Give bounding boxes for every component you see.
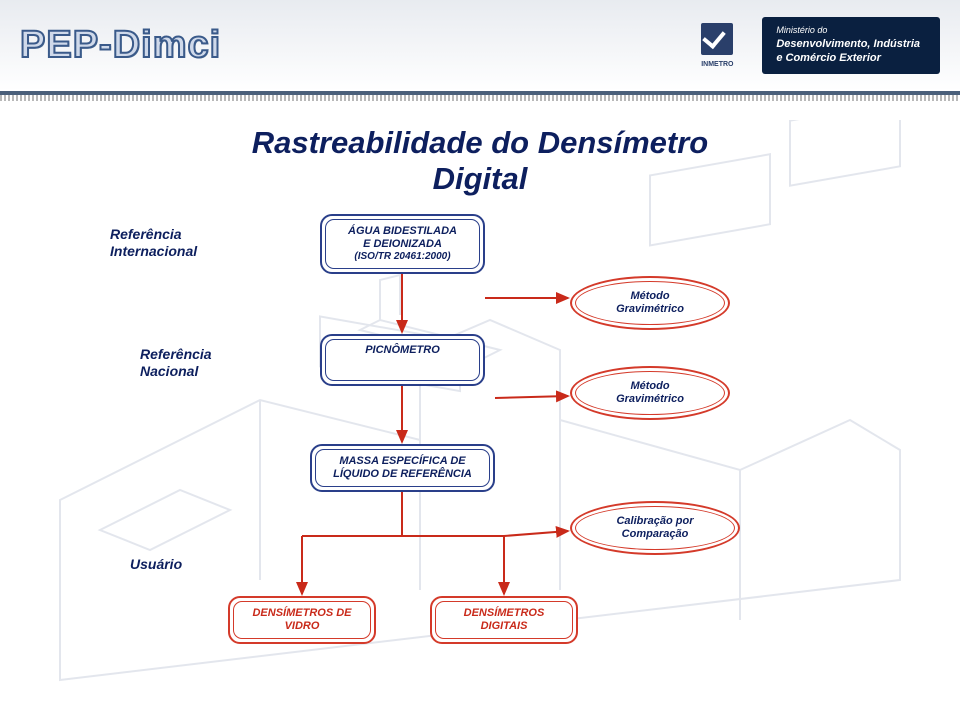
node-calibracao-l2: Comparação (616, 528, 693, 541)
node-dens-vidro-l1: DENSÍMETROS DE (252, 607, 351, 620)
node-metodo-gravimetrico-1: Método Gravimétrico (570, 276, 730, 330)
node-metodo2-l1: Método (616, 380, 684, 393)
inmetro-label: INMETRO (692, 61, 742, 68)
header: PEP-Dimci INMETRO Ministério do Desenvol… (0, 0, 960, 95)
node-agua-l2: E DEIONIZADA (348, 238, 457, 251)
node-massa-l2: LÍQUIDO DE REFERÊNCIA (333, 468, 472, 481)
logo-text: PEP-Dimci (20, 24, 221, 67)
node-massa: MASSA ESPECÍFICA DE LÍQUIDO DE REFERÊNCI… (310, 444, 495, 492)
node-metodo1-l1: Método (616, 290, 684, 303)
label-ref-internacional-l2: Internacional (110, 243, 197, 260)
label-ref-nacional-l1: Referência (140, 346, 212, 363)
node-calibracao-l1: Calibração por (616, 515, 693, 528)
ministerio-line1: Ministério do (776, 25, 920, 37)
ministerio-line3: e Comércio Exterior (776, 51, 920, 65)
pep-dimci-logo: PEP-Dimci (20, 18, 390, 73)
node-densimetros-vidro: DENSÍMETROS DE VIDRO (228, 596, 376, 644)
content-area: Rastreabilidade do Densímetro Digital (0, 95, 960, 686)
ministerio-badge: Ministério do Desenvolvimento, Indústria… (762, 17, 940, 73)
page-title: Rastreabilidade do Densímetro Digital (0, 125, 960, 196)
flowchart: Referência Internacional Referência Naci… (0, 206, 960, 686)
title-line1: Rastreabilidade do Densímetro (0, 125, 960, 161)
node-metodo1-l2: Gravimétrico (616, 303, 684, 316)
node-picnometro: PICNÔMETRO (320, 334, 485, 386)
label-ref-internacional: Referência Internacional (110, 226, 197, 260)
label-usuario-text: Usuário (130, 556, 182, 572)
node-metodo2-l2: Gravimétrico (616, 393, 684, 406)
node-dens-digitais-l2: DIGITAIS (464, 620, 545, 633)
ministerio-line2: Desenvolvimento, Indústria (776, 37, 920, 51)
node-dens-vidro-l2: VIDRO (252, 620, 351, 633)
node-picnometro-text: PICNÔMETRO (365, 344, 440, 357)
node-densimetros-digitais: DENSÍMETROS DIGITAIS (430, 596, 578, 644)
label-usuario: Usuário (130, 556, 182, 573)
header-right: INMETRO Ministério do Desenvolvimento, I… (692, 17, 940, 73)
node-agua: ÁGUA BIDESTILADA E DEIONIZADA (ISO/TR 20… (320, 214, 485, 274)
title-line2: Digital (0, 161, 960, 197)
node-agua-l3: (ISO/TR 20461:2000) (348, 251, 457, 263)
node-dens-digitais-l1: DENSÍMETROS (464, 607, 545, 620)
inmetro-logo: INMETRO (692, 23, 742, 68)
label-ref-nacional-l2: Nacional (140, 363, 212, 380)
node-massa-l1: MASSA ESPECÍFICA DE (333, 455, 472, 468)
node-agua-l1: ÁGUA BIDESTILADA (348, 225, 457, 238)
label-ref-nacional: Referência Nacional (140, 346, 212, 380)
node-metodo-gravimetrico-2: Método Gravimétrico (570, 366, 730, 420)
label-ref-internacional-l1: Referência (110, 226, 197, 243)
node-calibracao: Calibração por Comparação (570, 501, 740, 555)
